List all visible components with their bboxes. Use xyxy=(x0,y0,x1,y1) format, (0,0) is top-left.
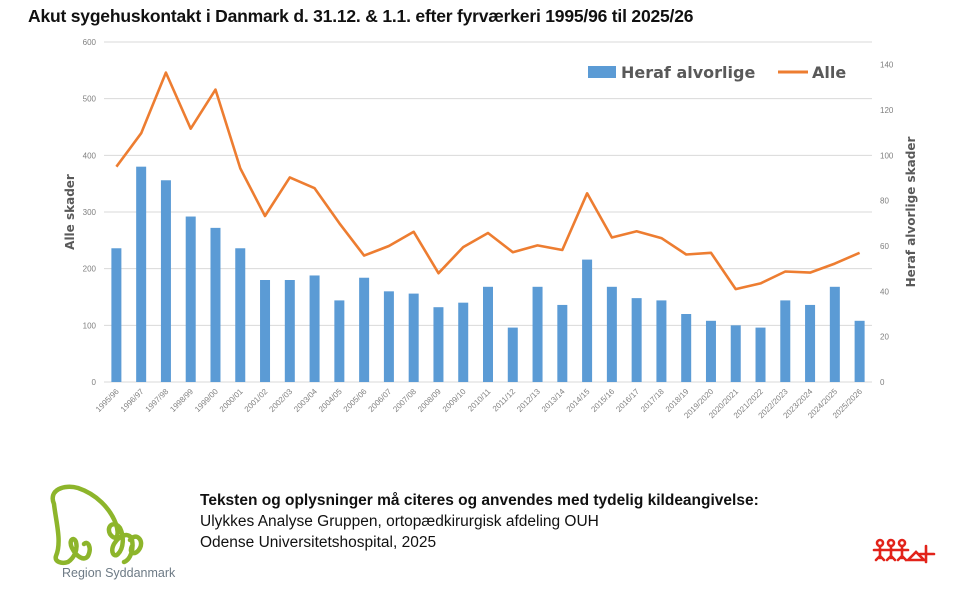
left-axis-tick-label: 100 xyxy=(83,321,97,330)
bar-heraf-alvorlige xyxy=(606,286,617,382)
citation-institution: Odense Universitetshospital, 2025 xyxy=(200,534,437,551)
bar-heraf-alvorlige xyxy=(557,304,568,382)
x-axis-tick-label: 1998/99 xyxy=(168,387,195,414)
x-axis-tick-label: 1997/98 xyxy=(144,387,171,414)
bar-heraf-alvorlige xyxy=(582,259,593,382)
left-axis-title: Alle skader xyxy=(63,174,77,250)
right-axis-tick-label: 40 xyxy=(880,287,889,296)
right-axis-tick-label: 60 xyxy=(880,242,889,251)
bar-heraf-alvorlige xyxy=(656,300,667,382)
left-axis-tick-label: 200 xyxy=(83,265,97,274)
bar-heraf-alvorlige xyxy=(780,300,791,382)
x-axis-tick-label: 2007/08 xyxy=(391,387,418,414)
right-axis-tick-label: 20 xyxy=(880,333,889,342)
bar-heraf-alvorlige xyxy=(705,320,716,382)
x-axis-tick-label: 1996/97 xyxy=(119,387,146,414)
x-axis-tick-label: 2012/13 xyxy=(515,387,542,414)
bar-heraf-alvorlige xyxy=(383,291,394,382)
left-axis-tick-label: 500 xyxy=(83,95,97,104)
x-axis-tick-label: 2001/02 xyxy=(243,387,270,414)
x-axis-tick-label: 2008/09 xyxy=(416,387,443,414)
legend-label-alle: Alle xyxy=(812,63,846,82)
right-axis-title: Heraf alvorlige skader xyxy=(904,137,918,288)
x-axis-tick-label: 1999/00 xyxy=(193,387,220,414)
region-syddanmark-logo-text: Region Syddanmark xyxy=(62,566,176,580)
x-axis-tick-label: 2009/10 xyxy=(441,387,468,414)
x-axis-tick-label: 2000/01 xyxy=(218,387,245,414)
legend-swatch-heraf-alvorlige xyxy=(588,66,616,78)
bar-heraf-alvorlige xyxy=(730,325,741,382)
bar-heraf-alvorlige xyxy=(136,166,147,382)
legend-label-heraf-alvorlige: Heraf alvorlige xyxy=(621,63,755,82)
bar-series-heraf-alvorlige xyxy=(111,166,865,382)
bar-heraf-alvorlige xyxy=(408,293,419,382)
bar-heraf-alvorlige xyxy=(507,327,518,382)
bar-heraf-alvorlige xyxy=(260,280,271,382)
left-axis-ticks: 0 100 200 300 400 500 600 xyxy=(83,38,97,387)
bar-heraf-alvorlige xyxy=(755,327,766,382)
line-alle xyxy=(115,71,861,291)
x-axis-tick-label: 2003/04 xyxy=(292,387,319,414)
left-axis-tick-label: 300 xyxy=(83,208,97,217)
right-axis-ticks: 0 20 40 60 80 100 120 140 xyxy=(880,61,894,387)
citation-notice: Teksten og oplysninger må citeres og anv… xyxy=(200,492,759,509)
bar-heraf-alvorlige xyxy=(284,280,295,382)
bar-heraf-alvorlige xyxy=(359,277,370,382)
right-axis-tick-label: 120 xyxy=(880,106,894,115)
left-axis-tick-label: 0 xyxy=(92,378,97,387)
x-axis-tick-label: 2017/18 xyxy=(639,387,666,414)
line-series-alle xyxy=(115,71,861,291)
right-axis-tick-label: 100 xyxy=(880,151,894,160)
bar-heraf-alvorlige xyxy=(483,286,493,382)
bar-heraf-alvorlige xyxy=(210,227,221,382)
bar-heraf-alvorlige xyxy=(160,180,171,382)
left-axis-tick-label: 600 xyxy=(83,38,97,47)
x-axis-tick-label: 2010/11 xyxy=(466,387,493,414)
x-axis-tick-label: 2004/05 xyxy=(317,387,344,414)
right-axis-tick-label: 140 xyxy=(880,61,894,70)
bar-heraf-alvorlige xyxy=(433,307,444,382)
x-axis-tick-label: 2015/16 xyxy=(589,387,616,414)
footer-citation: Teksten og oplysninger må citeres og anv… xyxy=(200,490,759,553)
bar-heraf-alvorlige xyxy=(829,286,840,382)
x-axis-tick-label: 2013/14 xyxy=(540,387,567,414)
bar-heraf-alvorlige xyxy=(235,248,246,382)
x-axis-tick-label: 1995/96 xyxy=(94,387,121,414)
region-syddanmark-logo xyxy=(50,484,144,565)
x-axis-ticks: 1995/961996/971997/981998/991999/002000/… xyxy=(94,387,864,420)
x-axis-tick-label: 2016/17 xyxy=(614,387,641,414)
chart-title: Akut sygehuskontakt i Danmark d. 31.12. … xyxy=(28,6,694,26)
ouh-logo xyxy=(872,538,936,564)
legend: Heraf alvorlige Alle xyxy=(588,63,846,82)
left-axis-tick-label: 400 xyxy=(83,151,97,160)
bar-heraf-alvorlige xyxy=(458,302,469,382)
bar-heraf-alvorlige xyxy=(854,320,865,382)
right-axis-tick-label: 0 xyxy=(880,378,885,387)
x-axis-tick-label: 2011/12 xyxy=(491,387,518,414)
x-axis-tick-label: 2014/15 xyxy=(565,387,592,414)
bar-heraf-alvorlige xyxy=(681,314,692,382)
x-axis-tick-label: 2006/07 xyxy=(367,387,394,414)
bar-heraf-alvorlige xyxy=(309,275,320,382)
x-axis-tick-label: 2002/03 xyxy=(267,387,294,414)
bar-heraf-alvorlige xyxy=(631,298,642,382)
bar-heraf-alvorlige xyxy=(185,216,196,382)
x-axis-tick-label: 2005/06 xyxy=(342,387,369,414)
bar-heraf-alvorlige xyxy=(111,248,122,382)
chart: 0 100 200 300 400 500 600 0 20 40 60 80 100 120 140 1… xyxy=(63,38,918,420)
bar-heraf-alvorlige xyxy=(532,286,543,382)
bar-heraf-alvorlige xyxy=(805,304,816,382)
citation-source: Ulykkes Analyse Gruppen, ortopædkirurgis… xyxy=(200,513,599,530)
right-axis-tick-label: 80 xyxy=(880,197,889,206)
bar-heraf-alvorlige xyxy=(334,300,345,382)
